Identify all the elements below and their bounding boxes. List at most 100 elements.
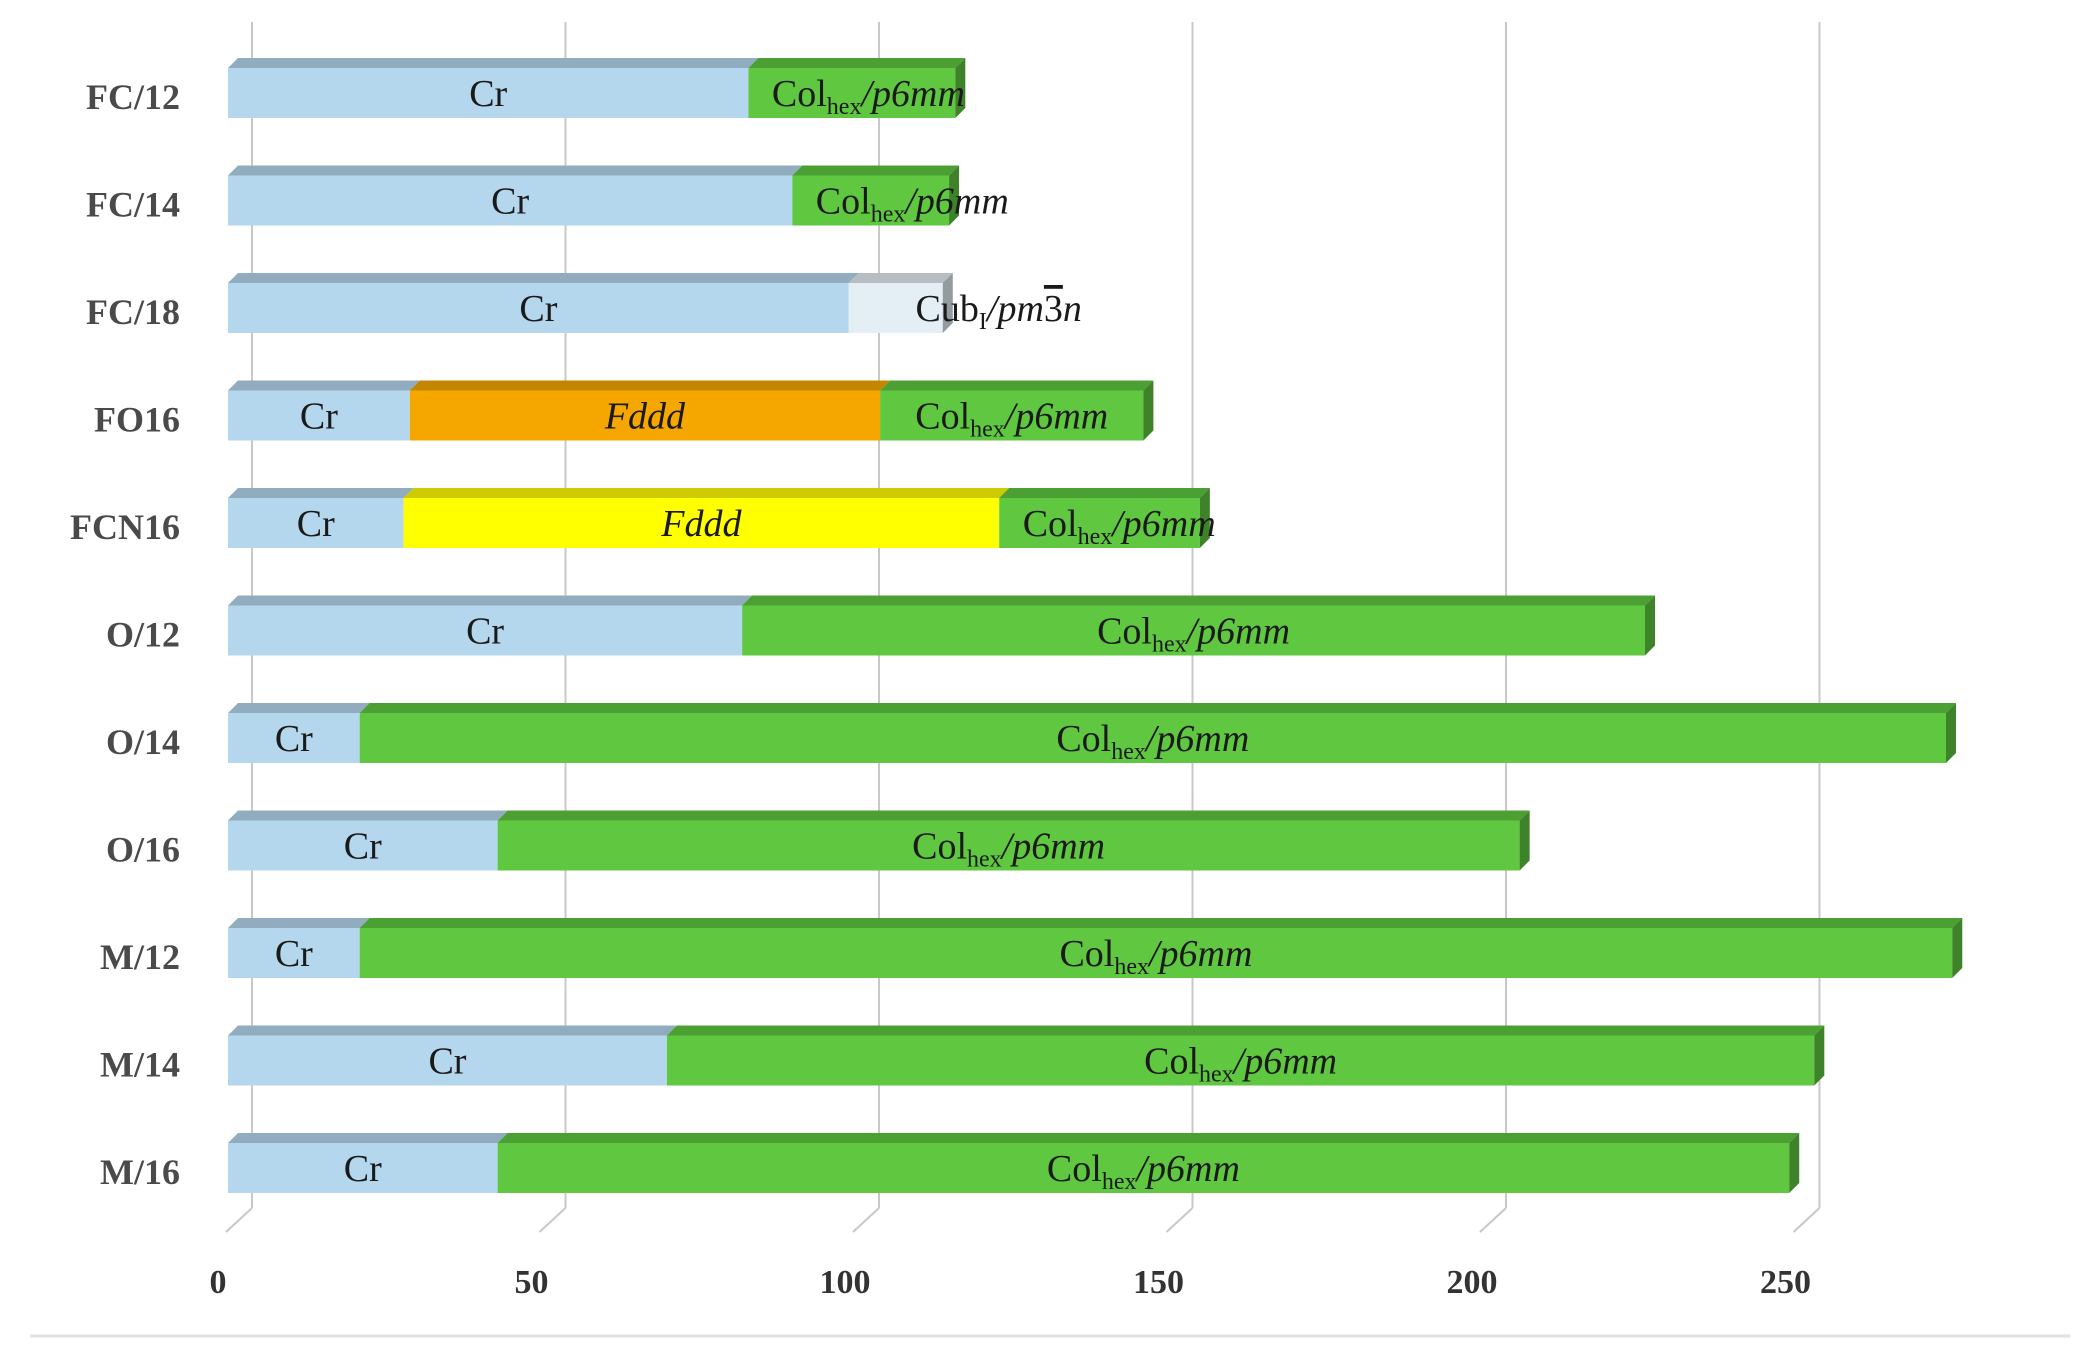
bar-segment-0-0 (228, 68, 749, 118)
segment-label-2-1: CubI/pm3n (916, 288, 1082, 335)
bar-segment-6-1 (359, 713, 1946, 763)
bar-segment-side-7-1 (1519, 810, 1530, 871)
bar-segment-7-0 (228, 820, 498, 871)
bar-segment-top-10-0 (228, 1133, 508, 1143)
bar-M/16: Cr Colhex/p6mm (228, 1133, 1800, 1195)
x-tick-100: 100 (820, 1264, 871, 1301)
bar-segment-top-4-2 (999, 488, 1210, 498)
bar-segment-top-5-0 (228, 595, 753, 606)
bar-segment-0-1 (748, 68, 956, 118)
segment-label-5-1: Colhex/p6mm (1097, 611, 1290, 658)
bar-segment-top-9-1 (666, 1025, 1825, 1036)
bar-FC/14: Cr Colhex/p6mm (228, 165, 1009, 228)
bar-segment-top-8-0 (228, 918, 370, 928)
category-label: O/16 (106, 830, 180, 870)
segment-label-0-0: Cr (469, 73, 507, 115)
bar-segment-side-10-1 (1789, 1133, 1800, 1193)
bar-segment-top-5-1 (742, 595, 1656, 606)
category-label: O/14 (106, 722, 180, 762)
bar-segment-10-1 (497, 1143, 1790, 1193)
x-tick-labels: 0 50 100 150 200 250 (210, 1264, 1812, 1301)
category-label: FC/12 (86, 77, 180, 117)
bar-segment-5-0 (228, 605, 743, 656)
category-label: M/12 (100, 937, 180, 977)
bar-M/14: Cr Colhex/p6mm (228, 1025, 1825, 1088)
segment-label-9-1: Colhex/p6mm (1144, 1041, 1337, 1088)
bar-O/16: Cr Colhex/p6mm (228, 810, 1530, 873)
bar-segment-side-3-2 (1143, 380, 1154, 441)
bar-segment-9-0 (228, 1035, 667, 1086)
category-label: FC/18 (86, 292, 180, 332)
bar-segment-top-9-0 (228, 1025, 677, 1036)
bar-segment-4-2 (999, 498, 1200, 548)
gridline-foot-250 (1792, 1207, 1821, 1233)
bar-FCN16: Cr Fddd Colhex/p6mm (228, 488, 1216, 550)
segment-label-3-0: Cr (300, 396, 338, 438)
segment-label-3-2: Colhex/p6mm (915, 396, 1108, 443)
segment-label-6-0: Cr (275, 718, 313, 760)
bar-segment-4-1 (403, 498, 1000, 548)
segment-label-4-2: Colhex/p6mm (1023, 503, 1216, 550)
segment-label-7-1: Colhex/p6mm (912, 826, 1105, 873)
bar-segment-top-3-0 (228, 380, 420, 391)
bar-segment-side-0-1 (955, 58, 966, 118)
segment-label-5-0: Cr (466, 611, 504, 653)
segment-label-4-0: Cr (297, 503, 335, 545)
bar-segment-7-1 (497, 820, 1520, 871)
x-tick-0: 0 (210, 1264, 227, 1301)
category-label: FCN16 (70, 507, 180, 547)
bar-segment-top-0-0 (228, 58, 759, 68)
bar-segment-2-1 (848, 283, 943, 333)
category-label: M/16 (100, 1152, 180, 1192)
bar-M/12: Cr Colhex/p6mm (228, 918, 1963, 980)
bar-segment-side-8-1 (1952, 918, 1963, 978)
x-tick-200: 200 (1447, 1264, 1498, 1301)
category-label: FC/14 (86, 185, 180, 225)
bar-segment-top-10-1 (497, 1133, 1800, 1143)
gridline-foot-150 (1165, 1207, 1194, 1233)
segment-label-10-0: Cr (344, 1148, 382, 1190)
category-label: O/12 (106, 615, 180, 655)
bar-O/14: Cr Colhex/p6mm (228, 703, 1956, 765)
bar-segment-3-2 (880, 390, 1144, 441)
bar-FO16: Cr Fddd Colhex/p6mm (228, 380, 1154, 443)
bar-segment-side-5-1 (1645, 595, 1656, 656)
segment-label-4-1: Fddd (660, 503, 742, 545)
bar-segment-10-0 (228, 1143, 498, 1193)
bar-segment-4-0 (228, 498, 404, 548)
gridline-foot-50 (538, 1207, 567, 1233)
bar-segment-top-8-1 (359, 918, 1963, 928)
bar-segment-top-4-1 (403, 488, 1010, 498)
category-label: FO16 (94, 400, 180, 440)
bar-segment-2-0 (228, 283, 849, 333)
bar-segment-top-4-0 (228, 488, 414, 498)
segment-label-7-0: Cr (344, 826, 382, 868)
segment-label-3-1: Fddd (604, 396, 686, 438)
segment-label-0-1: Colhex/p6mm (772, 73, 965, 120)
bar-segment-8-1 (359, 928, 1953, 978)
bar-segment-top-7-1 (497, 810, 1530, 821)
bar-segment-top-6-0 (228, 703, 370, 713)
bar-segment-top-2-1 (848, 273, 953, 283)
bar-O/12: Cr Colhex/p6mm (228, 595, 1656, 658)
bar-FC/18: Cr CubI/pm3n (228, 273, 1082, 335)
segment-label-1-0: Cr (491, 181, 529, 223)
category-labels: FC/12 FC/14 FC/18 FO16 FCN16 O/12 O/14 O/16 M/12… (70, 77, 180, 1192)
bar-segment-top-1-1 (792, 165, 960, 176)
bar-segment-top-7-0 (228, 810, 508, 821)
bar-segment-8-0 (228, 928, 360, 978)
bar-segment-top-1-0 (228, 165, 803, 176)
bar-segment-side-2-1 (942, 273, 953, 333)
gridline-foot-100 (852, 1207, 880, 1233)
gridline-foot-0 (225, 1207, 253, 1233)
bar-FC/12: Cr Colhex/p6mm (228, 58, 966, 120)
bar-segment-side-9-1 (1814, 1025, 1825, 1086)
bar-segment-1-0 (228, 175, 793, 226)
bar-segment-3-0 (228, 390, 410, 441)
bar-segment-1-1 (792, 175, 950, 226)
bars: Cr Colhex/p6mm Cr Colhex/p6mm Cr CubI/pm3n Cr F… (228, 58, 1963, 1195)
bar-segment-5-1 (742, 605, 1646, 656)
bar-segment-9-1 (666, 1035, 1815, 1086)
segment-label-6-1: Colhex/p6mm (1056, 718, 1249, 765)
